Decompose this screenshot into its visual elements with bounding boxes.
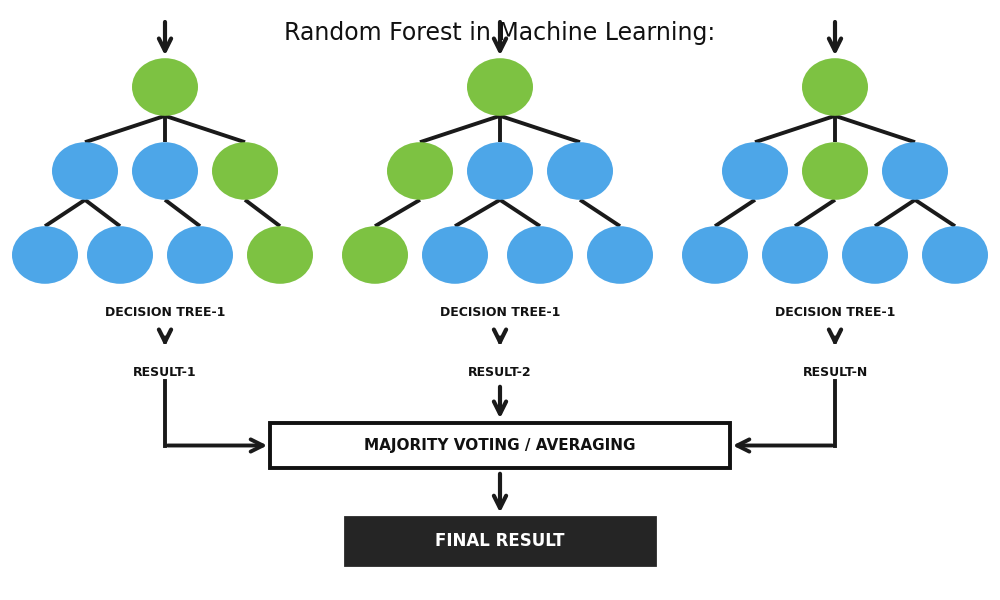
Ellipse shape bbox=[507, 226, 573, 284]
Ellipse shape bbox=[387, 142, 453, 200]
Text: Random Forest in Machine Learning:: Random Forest in Machine Learning: bbox=[284, 21, 716, 45]
Ellipse shape bbox=[342, 226, 408, 284]
Ellipse shape bbox=[247, 226, 313, 284]
Text: RESULT-N: RESULT-N bbox=[802, 366, 868, 379]
Ellipse shape bbox=[52, 142, 118, 200]
Ellipse shape bbox=[882, 142, 948, 200]
Ellipse shape bbox=[802, 58, 868, 116]
Ellipse shape bbox=[722, 142, 788, 200]
Text: DECISION TREE-1: DECISION TREE-1 bbox=[775, 306, 895, 319]
Ellipse shape bbox=[212, 142, 278, 200]
Text: RESULT-1: RESULT-1 bbox=[133, 366, 197, 379]
Ellipse shape bbox=[132, 58, 198, 116]
Ellipse shape bbox=[587, 226, 653, 284]
Ellipse shape bbox=[87, 226, 153, 284]
Ellipse shape bbox=[547, 142, 613, 200]
Ellipse shape bbox=[167, 226, 233, 284]
Ellipse shape bbox=[762, 226, 828, 284]
Ellipse shape bbox=[132, 142, 198, 200]
Ellipse shape bbox=[12, 226, 78, 284]
Text: RESULT-2: RESULT-2 bbox=[468, 366, 532, 379]
Ellipse shape bbox=[802, 142, 868, 200]
Ellipse shape bbox=[922, 226, 988, 284]
Text: DECISION TREE-1: DECISION TREE-1 bbox=[440, 306, 560, 319]
Text: DECISION TREE-1: DECISION TREE-1 bbox=[105, 306, 225, 319]
Ellipse shape bbox=[467, 58, 533, 116]
FancyBboxPatch shape bbox=[345, 517, 655, 565]
Text: FINAL RESULT: FINAL RESULT bbox=[435, 532, 565, 550]
Ellipse shape bbox=[682, 226, 748, 284]
Ellipse shape bbox=[422, 226, 488, 284]
FancyBboxPatch shape bbox=[270, 423, 730, 468]
Ellipse shape bbox=[467, 142, 533, 200]
Ellipse shape bbox=[842, 226, 908, 284]
Text: MAJORITY VOTING / AVERAGING: MAJORITY VOTING / AVERAGING bbox=[364, 438, 636, 453]
